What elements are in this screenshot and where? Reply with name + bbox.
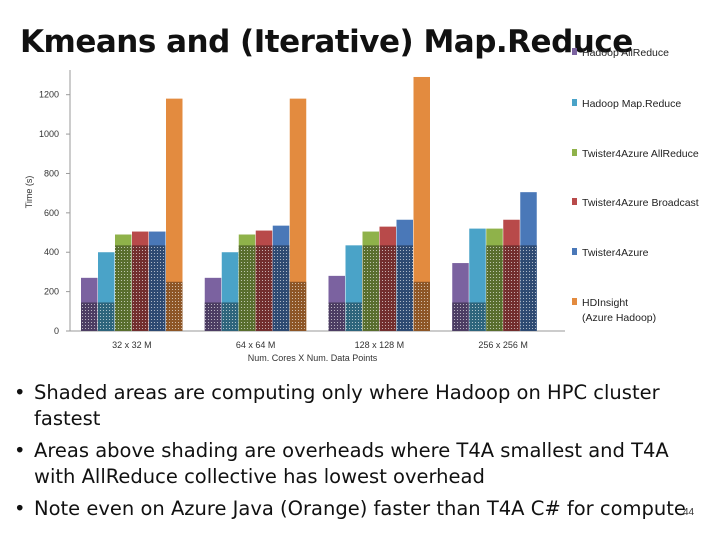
legend-label: HDInsight <box>582 297 628 309</box>
chart-legend: Hadoop AllReduce Hadoop Map.Reduce Twister… <box>572 47 699 324</box>
bar-compute-shading <box>345 302 362 331</box>
bar-compute-shading <box>166 281 183 331</box>
bar-compute-shading <box>255 245 273 331</box>
y-tick-label: 200 <box>44 287 59 297</box>
bar <box>289 98 307 331</box>
bullet-item: Areas above shading are overheads where … <box>14 438 714 490</box>
bar-compute-shading <box>469 302 486 331</box>
y-tick-label: 400 <box>44 247 59 257</box>
bar-compute-shading <box>98 302 115 331</box>
bar-compute-shading <box>132 245 149 331</box>
kmeans-bar-chart: 0 200 400 600 800 1000 1200 Time (s) 32 x 32 M 64… <box>24 47 699 363</box>
legend-label: Hadoop Map.Reduce <box>582 98 681 110</box>
bar-compute-shading <box>289 281 307 331</box>
bar-compute-shading <box>503 245 520 331</box>
bar-compute-shading <box>238 245 256 331</box>
y-tick-label: 1000 <box>39 129 59 139</box>
y-tick-label: 0 <box>54 326 59 336</box>
legend-label: (Azure Hadoop) <box>582 312 656 324</box>
page-title: Kmeans and (Iterative) Map.Reduce <box>20 24 633 60</box>
bar-compute-shading <box>396 245 413 331</box>
legend-swatch <box>572 198 577 205</box>
bar-compute-shading <box>362 245 379 331</box>
legend-swatch <box>572 298 577 305</box>
y-tick-label: 600 <box>44 208 59 218</box>
bar-compute-shading <box>379 245 396 331</box>
x-tick-label: 256 x 256 M <box>478 340 528 350</box>
bar-compute-shading <box>272 245 290 331</box>
bar-compute-shading <box>81 302 98 331</box>
legend-label: Hadoop AllReduce <box>582 47 669 59</box>
bar-compute-shading <box>452 302 469 331</box>
legend-swatch <box>572 149 577 156</box>
legend-label: Twister4Azure AllReduce <box>582 148 699 160</box>
bar-compute-shading <box>204 302 222 331</box>
legend-swatch <box>572 99 577 106</box>
x-axis-title: Num. Cores X Num. Data Points <box>248 353 378 363</box>
page-number: 44 <box>683 507 695 518</box>
bar-compute-shading <box>520 245 537 331</box>
bullet-item: Note even on Azure Java (Orange) faster … <box>14 496 714 522</box>
legend-swatch <box>572 48 577 55</box>
bar-compute-shading <box>115 245 132 331</box>
x-tick-label: 128 x 128 M <box>355 340 405 350</box>
bar-compute-shading <box>221 302 239 331</box>
legend-swatch <box>572 248 577 255</box>
y-tick-label: 1200 <box>39 90 59 100</box>
bullet-item: Shaded areas are computing only where Ha… <box>14 380 714 432</box>
legend-label: Twister4Azure <box>582 247 649 259</box>
bar-compute-shading <box>413 281 430 331</box>
bar <box>166 98 183 331</box>
bullet-list: Shaded areas are computing only where Ha… <box>14 380 714 528</box>
bar-compute-shading <box>486 245 503 331</box>
x-tick-label: 64 x 64 M <box>236 340 276 350</box>
legend-label: Twister4Azure Broadcast <box>582 197 699 209</box>
y-axis-title: Time (s) <box>24 176 34 209</box>
x-tick-label: 32 x 32 M <box>112 340 152 350</box>
bar-compute-shading <box>149 245 166 331</box>
bar-compute-shading <box>328 302 345 331</box>
bar <box>413 76 430 331</box>
y-tick-label: 800 <box>44 168 59 178</box>
